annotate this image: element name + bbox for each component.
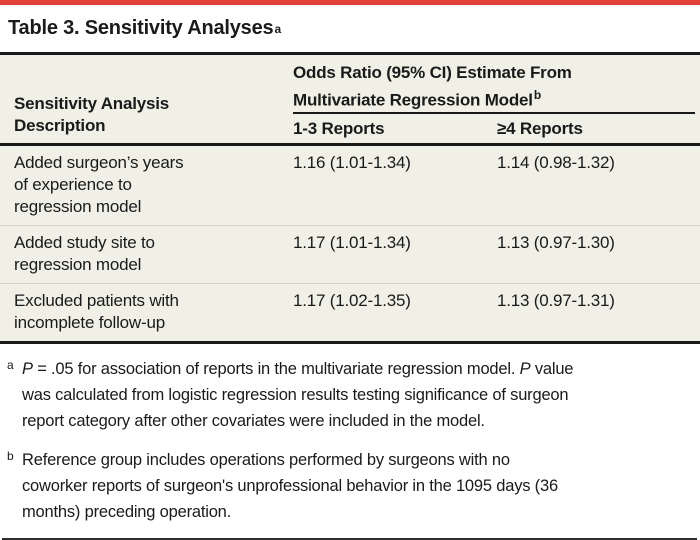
footnote-marker: a — [7, 358, 14, 372]
column-header-description: Sensitivity Analysis Description — [14, 94, 170, 135]
odds-ratio-1-3-value: 1.17 (1.01-1.34) — [293, 233, 411, 252]
table-title-text: Table 3. Sensitivity Analyses — [8, 17, 274, 39]
column-header-odds-ratio: Odds Ratio (95% CI) Estimate From Multiv… — [293, 55, 695, 114]
footnotes: a P = .05 for association of reports in … — [0, 344, 700, 525]
subheader-row: 1-3 Reports ≥4 Reports — [293, 114, 695, 146]
odds-ratio-4plus-value: 1.13 (0.97-1.30) — [497, 233, 615, 252]
footnote-a: a P = .05 for association of reports in … — [7, 356, 692, 434]
column-header-odds-ratio-text: Odds Ratio (95% CI) Estimate From Multiv… — [293, 63, 572, 110]
table-row: Added study site to regression model 1.1… — [0, 225, 700, 283]
row-description: Added surgeon’s years of experience to r… — [14, 153, 184, 216]
accent-bar — [0, 0, 700, 5]
odds-ratio-4plus-value: 1.14 (0.98-1.32) — [497, 153, 615, 172]
title-footnote-marker: a — [274, 21, 281, 36]
odds-ratio-footnote-marker: b — [533, 88, 541, 102]
column-subheader-1-3-reports: 1-3 Reports — [293, 118, 385, 138]
table-row: Excluded patients with incomplete follow… — [0, 283, 700, 341]
column-subheader-4plus-reports: ≥4 Reports — [497, 118, 583, 138]
odds-ratio-4plus-value: 1.13 (0.97-1.31) — [497, 291, 615, 310]
row-description: Excluded patients with incomplete follow… — [14, 291, 179, 332]
odds-ratio-1-3-value: 1.17 (1.02-1.35) — [293, 291, 411, 310]
footnote-a-text: P = .05 for association of reports in th… — [22, 360, 574, 430]
footnote-b-text: Reference group includes operations perf… — [22, 451, 558, 521]
table-row: Added surgeon’s years of experience to r… — [0, 146, 700, 225]
odds-ratio-1-3-value: 1.16 (1.01-1.34) — [293, 153, 411, 172]
table-header: Sensitivity Analysis Description Odds Ra… — [0, 55, 700, 146]
table-body: Added surgeon’s years of experience to r… — [0, 146, 700, 341]
table-title: Table 3. Sensitivity Analyses a — [0, 5, 700, 52]
odds-ratio-header-group: Odds Ratio (95% CI) Estimate From Multiv… — [293, 55, 695, 143]
sensitivity-analyses-table: Sensitivity Analysis Description Odds Ra… — [0, 52, 700, 344]
footnote-b: b Reference group includes operations pe… — [7, 447, 692, 525]
row-description: Added study site to regression model — [14, 233, 155, 274]
footnote-marker: b — [7, 449, 14, 463]
